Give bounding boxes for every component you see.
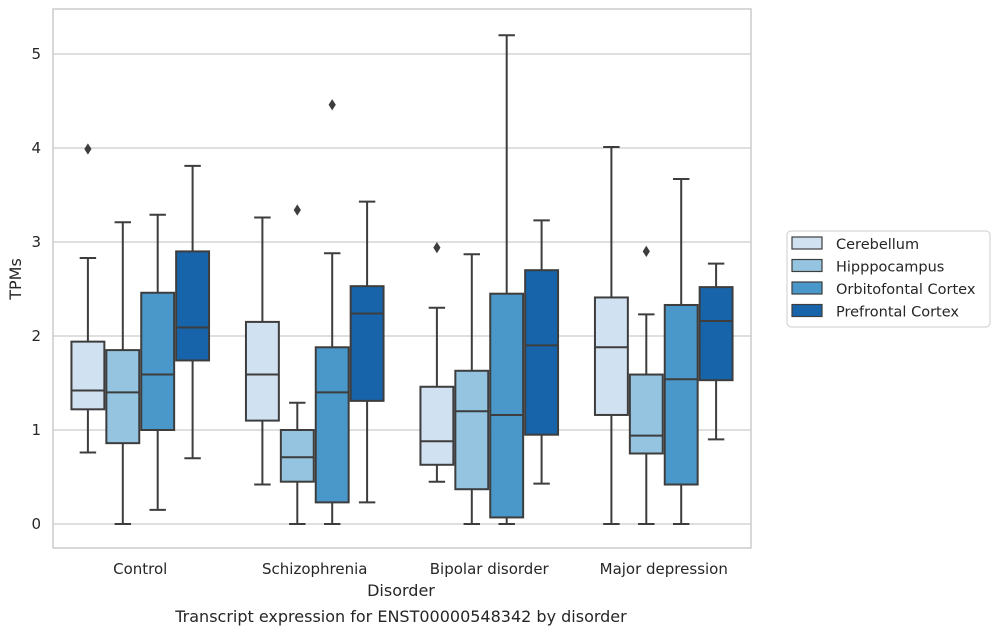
legend-label: Cerebellum [836, 237, 919, 253]
x-axis-label: Disorder [367, 581, 435, 600]
box-iqr [349, 285, 385, 402]
legend-label: Hipppocampus [836, 260, 944, 276]
box-prefrontal-cortex [524, 219, 560, 485]
box-hipppocampus [628, 245, 664, 525]
box-prefrontal-cortex [175, 164, 211, 460]
box-iqr [454, 369, 490, 491]
box-iqr [489, 292, 525, 519]
plot-frame [52, 8, 752, 549]
box-iqr [175, 250, 211, 362]
y-tick-label: 3 [31, 233, 41, 251]
box-prefrontal-cortex [698, 262, 734, 441]
x-tick-label: Control [113, 560, 167, 578]
legend-swatch [791, 303, 823, 318]
box-iqr [70, 340, 106, 411]
box-cerebellum [593, 146, 629, 525]
y-tick-labels: 0 1 2 3 4 5 [31, 45, 41, 533]
legend-label: Orbitofontal Cortex [836, 282, 976, 298]
legend-label: Prefrontal Cortex [836, 305, 959, 321]
box-cerebellum [244, 216, 280, 486]
box-hipppocampus [279, 204, 315, 525]
y-axis-label: TPMs [6, 258, 25, 301]
x-tick-labels: Control Schizophrenia Bipolar disorder Majo… [113, 560, 728, 578]
box-iqr [419, 385, 455, 466]
x-tick-label: Major depression [600, 560, 728, 578]
outlier-point [433, 242, 441, 254]
box-iqr [279, 429, 315, 483]
box-orbitofontal-cortex [140, 213, 176, 511]
box-iqr [628, 373, 664, 455]
box-iqr [593, 296, 629, 416]
legend-swatch [791, 236, 823, 250]
x-tick-label: Schizophrenia [262, 560, 367, 578]
legend-frame [786, 230, 991, 328]
box-cerebellum [419, 242, 455, 483]
box-iqr [698, 286, 734, 382]
box-iqr [105, 349, 141, 445]
box-prefrontal-cortex [349, 200, 385, 504]
outlier-point [84, 143, 92, 155]
boxes-layer [70, 34, 734, 525]
y-tick-label: 2 [31, 327, 41, 345]
box-iqr [524, 269, 560, 436]
box-orbitofontal-cortex [314, 99, 350, 525]
y-tick-label: 0 [31, 515, 41, 533]
box-cerebellum [70, 143, 106, 454]
outlier-point [293, 204, 301, 216]
box-orbitofontal-cortex [489, 34, 525, 525]
box-hipppocampus [454, 253, 490, 525]
outlier-point [328, 99, 336, 111]
outlier-point [642, 245, 650, 258]
box-iqr [314, 346, 350, 504]
box-iqr [140, 291, 176, 432]
box-iqr [663, 303, 699, 486]
chart-caption: Transcript expression for ENST0000054834… [174, 607, 627, 626]
box-hipppocampus [105, 221, 141, 525]
y-tick-label: 1 [31, 421, 41, 439]
legend-swatch [791, 258, 823, 273]
legend: Cerebellum Hipppocampus Orbitofontal Corte… [786, 230, 991, 328]
box-iqr [244, 320, 280, 422]
box-orbitofontal-cortex [663, 178, 699, 525]
x-tick-label: Bipolar disorder [430, 560, 550, 578]
y-tick-label: 4 [31, 139, 41, 157]
y-tick-label: 5 [31, 45, 41, 63]
legend-swatch [791, 281, 823, 295]
